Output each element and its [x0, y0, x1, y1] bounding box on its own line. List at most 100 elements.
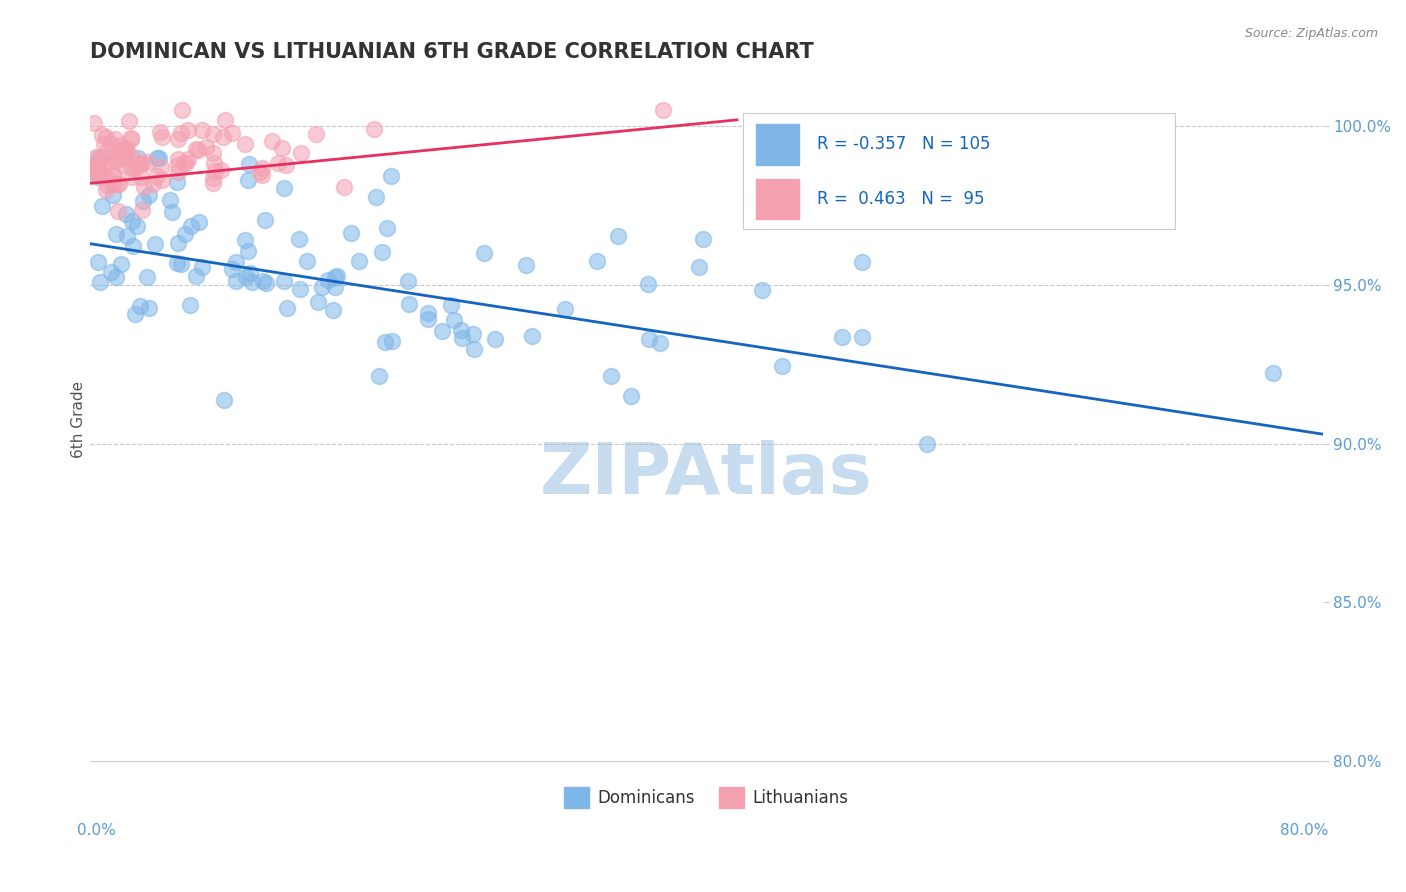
Point — [273, 181, 295, 195]
Point — [307, 294, 329, 309]
Point — [142, 177, 165, 191]
Point — [101, 188, 124, 202]
Point — [322, 302, 344, 317]
Point — [152, 130, 174, 145]
Point — [254, 276, 277, 290]
Point — [86, 169, 108, 184]
Point — [184, 269, 207, 284]
Point — [202, 176, 225, 190]
Point — [91, 198, 114, 212]
Point — [209, 163, 232, 178]
Point — [236, 173, 259, 187]
Point — [252, 274, 274, 288]
Point — [323, 280, 346, 294]
Point — [637, 277, 659, 291]
Point — [121, 214, 143, 228]
Point — [166, 158, 188, 172]
Point — [274, 158, 297, 172]
Point — [94, 157, 117, 171]
Point — [600, 368, 623, 383]
Point — [515, 258, 537, 272]
Point — [100, 137, 122, 152]
Point — [451, 331, 474, 345]
Point — [751, 283, 773, 297]
Point — [94, 169, 117, 184]
Point — [276, 301, 298, 316]
Point — [250, 161, 273, 175]
Point — [472, 245, 495, 260]
Point — [105, 270, 128, 285]
Point — [295, 253, 318, 268]
Point — [851, 329, 873, 343]
Point — [114, 207, 136, 221]
Point — [233, 233, 256, 247]
Point — [167, 152, 190, 166]
Point — [96, 144, 118, 158]
Point — [380, 169, 402, 184]
Point — [107, 203, 129, 218]
Point — [202, 156, 225, 170]
Point — [273, 274, 295, 288]
Point — [236, 244, 259, 258]
Point — [363, 121, 385, 136]
Point — [520, 329, 543, 343]
Point — [104, 132, 127, 146]
Point — [254, 212, 277, 227]
Point — [180, 219, 202, 233]
Point — [221, 261, 243, 276]
Point — [129, 169, 152, 184]
Point — [166, 256, 188, 270]
Point — [201, 146, 224, 161]
Point — [115, 144, 138, 158]
Point — [125, 219, 148, 233]
Point — [323, 270, 346, 285]
Point — [585, 253, 607, 268]
Point — [418, 305, 440, 319]
Point — [187, 143, 209, 157]
Point — [606, 228, 628, 243]
Point — [150, 160, 173, 174]
Point — [396, 274, 419, 288]
Point — [202, 127, 225, 141]
Point — [105, 178, 128, 192]
Point — [128, 157, 150, 171]
Point — [111, 147, 134, 161]
Point — [105, 143, 128, 157]
Point — [117, 228, 139, 243]
Point — [131, 202, 153, 217]
Point — [143, 237, 166, 252]
Point — [915, 437, 938, 451]
Point — [221, 126, 243, 140]
Point — [100, 265, 122, 279]
Point — [332, 179, 354, 194]
Point — [463, 327, 485, 342]
Point — [167, 132, 190, 146]
Point — [173, 227, 195, 242]
Point — [266, 156, 288, 170]
Point — [83, 167, 105, 181]
Point — [105, 153, 128, 167]
Point — [316, 273, 339, 287]
Point — [173, 156, 195, 170]
Point — [201, 170, 224, 185]
Point — [104, 227, 127, 242]
Point — [648, 336, 671, 351]
Point — [120, 132, 142, 146]
Point — [225, 275, 247, 289]
Point — [463, 342, 485, 356]
Point — [94, 130, 117, 145]
Point — [214, 112, 236, 127]
Point — [127, 151, 149, 165]
Point — [120, 131, 142, 145]
Legend: Dominicans, Lithuanians: Dominicans, Lithuanians — [557, 780, 855, 814]
Point — [195, 140, 218, 154]
Point — [450, 323, 472, 337]
Point — [114, 141, 136, 155]
Text: DOMINICAN VS LITHUANIAN 6TH GRADE CORRELATION CHART: DOMINICAN VS LITHUANIAN 6TH GRADE CORREL… — [90, 42, 814, 62]
Point — [170, 257, 193, 271]
Point — [340, 227, 363, 241]
Point — [134, 179, 156, 194]
Point — [136, 269, 159, 284]
Point — [86, 151, 108, 165]
Point — [96, 154, 118, 169]
